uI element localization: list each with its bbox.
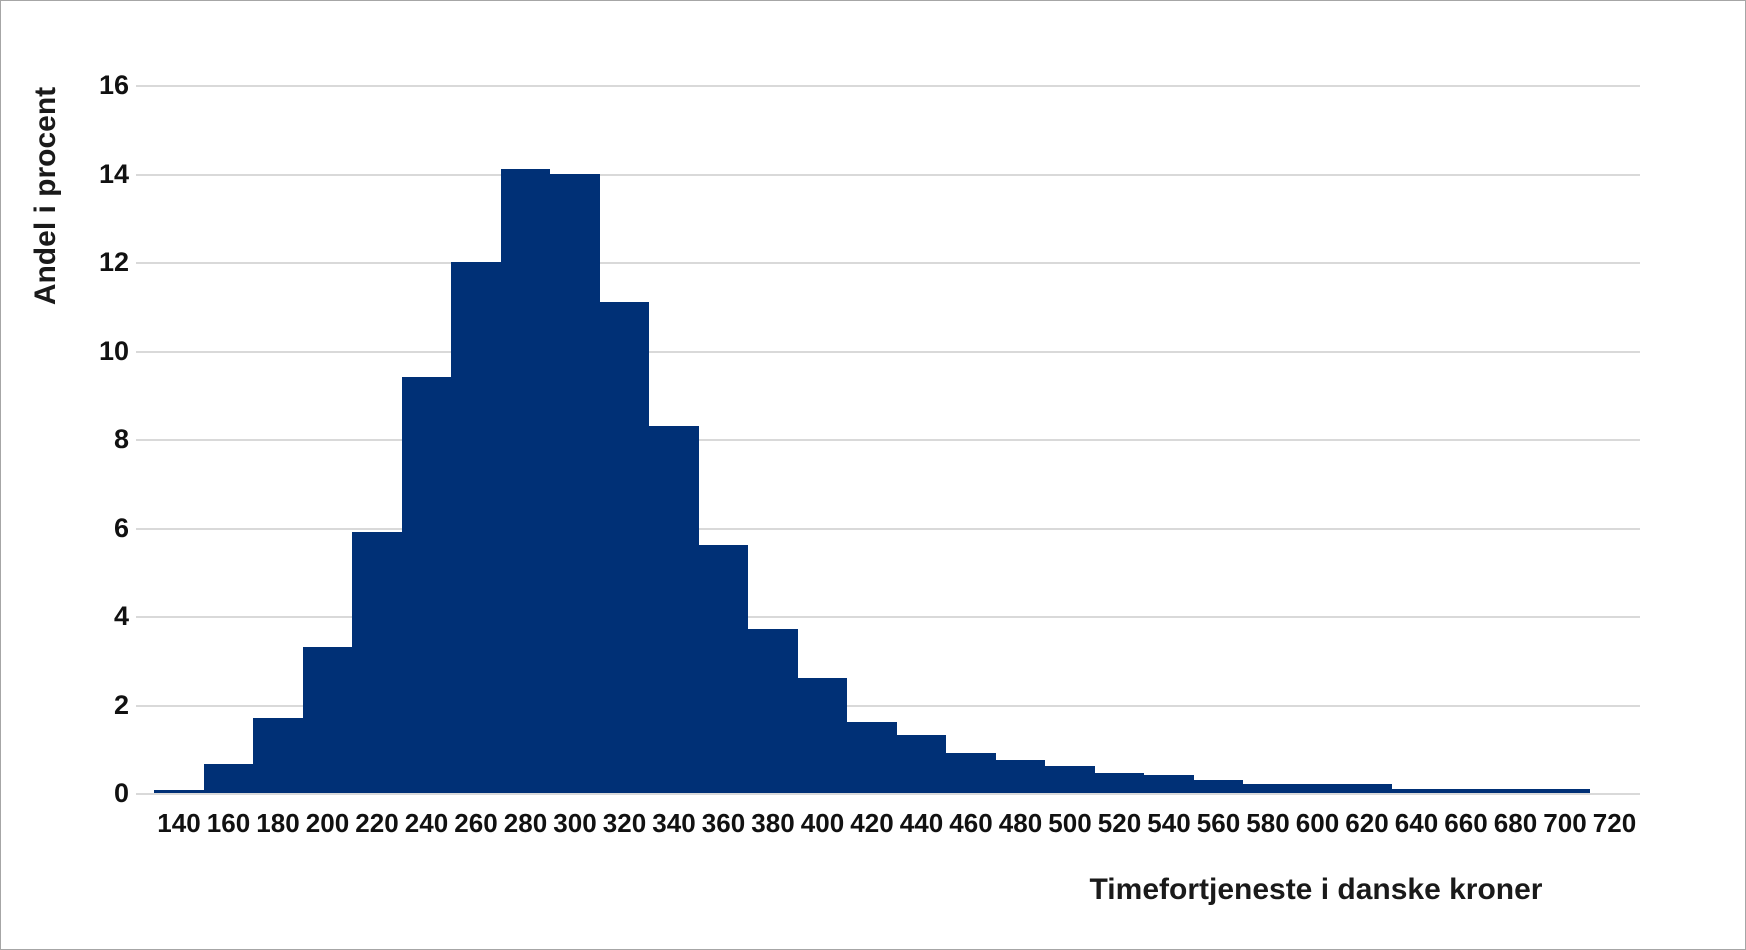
bar-580: [1243, 784, 1293, 793]
y-tick-label-14: 14: [98, 158, 129, 189]
x-tick-label-220: 220: [355, 808, 399, 838]
x-tick-label-640: 640: [1394, 808, 1439, 838]
bar-340: [649, 425, 699, 793]
gridline-12: [136, 262, 1640, 264]
x-tick-label-460: 460: [949, 808, 993, 838]
x-tick-label-320: 320: [602, 808, 647, 838]
bar-380: [748, 629, 798, 793]
bar-320: [599, 301, 650, 793]
gridline-10: [136, 350, 1640, 353]
x-tick-label-140: 140: [157, 808, 201, 838]
y-tick-label-12: 12: [98, 247, 129, 277]
x-axis-title: Timefortjeneste i danske kroner: [1089, 873, 1543, 906]
bar-540: [1144, 775, 1194, 793]
bar-280: [500, 169, 551, 793]
y-tick-label-16: 16: [98, 70, 129, 100]
bar-620: [1342, 784, 1392, 793]
bar-520: [1094, 773, 1145, 793]
gridline-14: [136, 173, 1640, 176]
x-tick-label-380: 380: [751, 808, 795, 838]
bar-640: [1391, 788, 1442, 793]
x-tick-label-200: 200: [305, 808, 350, 838]
y-tick-label-10: 10: [98, 335, 129, 366]
x-tick-label-440: 440: [899, 808, 944, 838]
bar-140: [154, 789, 204, 793]
gridline-8: [136, 439, 1640, 441]
y-tick-label-4: 4: [113, 601, 129, 631]
y-tick-label-0: 0: [113, 778, 129, 808]
x-tick-label-240: 240: [404, 808, 449, 838]
y-axis-title-text: Andel i procent: [29, 86, 62, 306]
bar-480: [995, 759, 1046, 793]
bar-420: [847, 722, 897, 793]
x-tick-label-280: 280: [503, 808, 548, 838]
bar-440: [896, 735, 947, 793]
x-tick-label-500: 500: [1048, 808, 1092, 838]
x-tick-label-360: 360: [701, 808, 746, 838]
x-tick-label-720: 720: [1592, 808, 1637, 838]
bar-220: [352, 531, 402, 793]
bar-460: [946, 753, 996, 793]
x-tick-label-340: 340: [652, 808, 696, 838]
bar-200: [302, 646, 353, 793]
bar-680: [1490, 788, 1541, 793]
x-tick-label-160: 160: [206, 808, 251, 838]
bar-660: [1441, 788, 1491, 793]
bar-700: [1540, 788, 1590, 793]
bar-400: [797, 677, 848, 793]
gridline-0: [136, 793, 1640, 795]
x-tick-label-400: 400: [800, 808, 845, 838]
bar-500: [1045, 766, 1095, 793]
x-tick-label-180: 180: [256, 808, 300, 838]
gridline-6: [136, 527, 1640, 530]
gridline-2: [136, 704, 1640, 707]
y-tick-label-2: 2: [113, 689, 129, 720]
bar-180: [253, 717, 303, 793]
bar-360: [698, 545, 749, 793]
x-tick-label-300: 300: [553, 808, 597, 838]
x-tick-label-520: 520: [1097, 808, 1142, 838]
bar-560: [1193, 779, 1244, 793]
x-tick-label-420: 420: [850, 808, 894, 838]
x-tick-label-700: 700: [1543, 808, 1587, 838]
x-tick-label-480: 480: [998, 808, 1043, 838]
y-tick-label-6: 6: [113, 512, 129, 543]
x-tick-label-680: 680: [1493, 808, 1538, 838]
bar-600: [1292, 784, 1343, 793]
bar-160: [203, 764, 254, 793]
x-tick-label-600: 600: [1295, 808, 1340, 838]
bar-240: [401, 377, 452, 793]
bar-260: [451, 262, 501, 793]
x-tick-label-660: 660: [1444, 808, 1488, 838]
bar-300: [550, 173, 600, 793]
x-tick-label-580: 580: [1246, 808, 1290, 838]
gridline-16: [136, 85, 1640, 87]
x-tick-label-620: 620: [1345, 808, 1389, 838]
y-tick-label-8: 8: [113, 424, 129, 454]
x-tick-label-560: 560: [1196, 808, 1241, 838]
x-tick-label-260: 260: [454, 808, 498, 838]
gridline-4: [136, 616, 1640, 618]
x-tick-label-540: 540: [1147, 808, 1191, 838]
